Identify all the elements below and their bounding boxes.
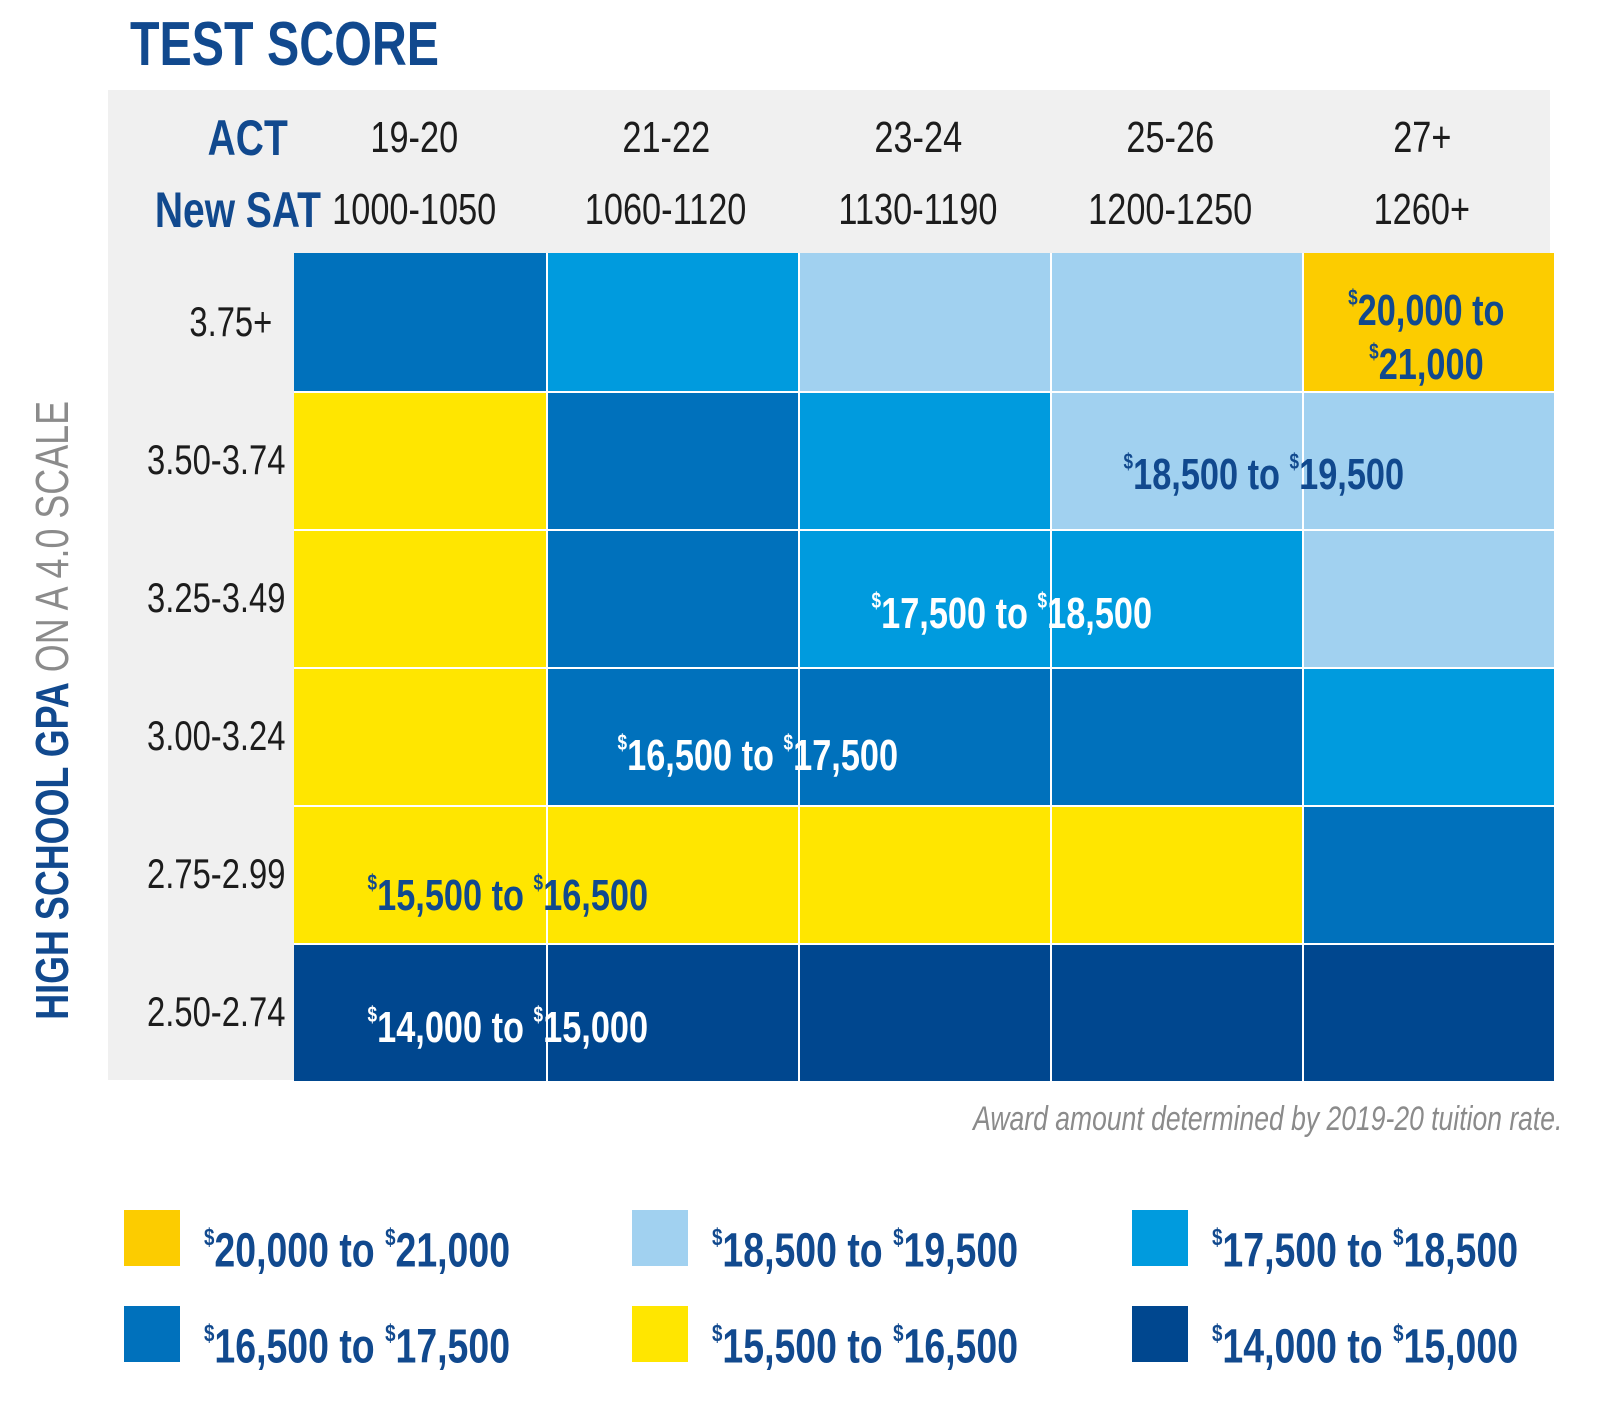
sat-range-3: 1200-1250 — [1044, 180, 1296, 240]
gpa-row-label-3: 3.00-3.24 — [108, 667, 272, 805]
region-label-t20-line2: $21,000 — [1226, 322, 1608, 382]
legend-label-t20: $20,000 to $21,000 — [204, 1208, 596, 1268]
chart-title: TEST SCORE — [130, 10, 526, 80]
y-axis-label: HIGH SCHOOL GPA ON A 4.0 SCALE — [17, 310, 87, 1110]
sat-range-2: 1130-1190 — [792, 180, 1044, 240]
sat-range-4: 1260+ — [1296, 180, 1548, 240]
legend-label-t18: $18,500 to $19,500 — [712, 1208, 1104, 1268]
region-label-t14: $14,000 to $15,000 — [258, 985, 758, 1045]
gpa-row-label-5: 2.50-2.74 — [108, 943, 272, 1081]
legend-swatch-t14 — [1132, 1306, 1188, 1362]
act-range-0: 19-20 — [288, 108, 540, 168]
act-range-1: 21-22 — [540, 108, 792, 168]
region-label-t20-line1: $20,000 to — [1226, 268, 1608, 328]
sat-range-0: 1000-1050 — [288, 180, 540, 240]
legend-swatch-t15 — [632, 1306, 688, 1362]
grid-cell — [294, 531, 546, 667]
legend-label-t17: $17,500 to $18,500 — [1212, 1208, 1604, 1268]
act-range-4: 27+ — [1296, 108, 1548, 168]
sat-range-1: 1060-1120 — [540, 180, 792, 240]
legend-label-t14: $14,000 to $15,000 — [1212, 1304, 1604, 1364]
tuition-note: Award amount determined by 2019-20 tuiti… — [807, 1100, 1562, 1139]
grid-cell — [1304, 945, 1554, 1081]
grid-cell — [800, 945, 1050, 1081]
gpa-row-label-2: 3.25-3.49 — [108, 529, 272, 667]
grid-cell — [548, 393, 798, 529]
legend-label-t16: $16,500 to $17,500 — [204, 1304, 596, 1364]
region-label-t15: $15,500 to $16,500 — [258, 853, 758, 913]
grid-cell — [1304, 531, 1554, 667]
legend-label-t15: $15,500 to $16,500 — [712, 1304, 1104, 1364]
gpa-row-label-0: 3.75+ — [108, 253, 272, 391]
grid-cell — [1304, 669, 1554, 805]
grid-cell — [294, 393, 546, 529]
legend-swatch-t17 — [1132, 1210, 1188, 1266]
sat-header-label: New SAT — [108, 180, 288, 240]
act-range-3: 25-26 — [1044, 108, 1296, 168]
grid-cell — [800, 253, 1050, 391]
region-label-t16: $16,500 to $17,500 — [508, 713, 1008, 773]
grid-cell — [1052, 807, 1302, 943]
legend-swatch-t20 — [124, 1210, 180, 1266]
grid-cell — [548, 253, 798, 391]
grid-cell — [800, 807, 1050, 943]
grid-cell — [548, 531, 798, 667]
act-range-2: 23-24 — [792, 108, 1044, 168]
legend-swatch-t18 — [632, 1210, 688, 1266]
gpa-row-label-4: 2.75-2.99 — [108, 805, 272, 943]
gpa-row-label-1: 3.50-3.74 — [108, 391, 272, 529]
region-label-t18: $18,500 to $19,500 — [1014, 432, 1514, 492]
grid-cell — [1052, 945, 1302, 1081]
grid-cell — [1052, 669, 1302, 805]
legend-swatch-t16 — [124, 1306, 180, 1362]
grid-cell — [294, 253, 546, 391]
act-header-label: ACT — [108, 108, 288, 168]
grid-cell — [800, 393, 1050, 529]
grid-cell — [1304, 807, 1554, 943]
region-label-t17: $17,500 to $18,500 — [762, 571, 1262, 631]
